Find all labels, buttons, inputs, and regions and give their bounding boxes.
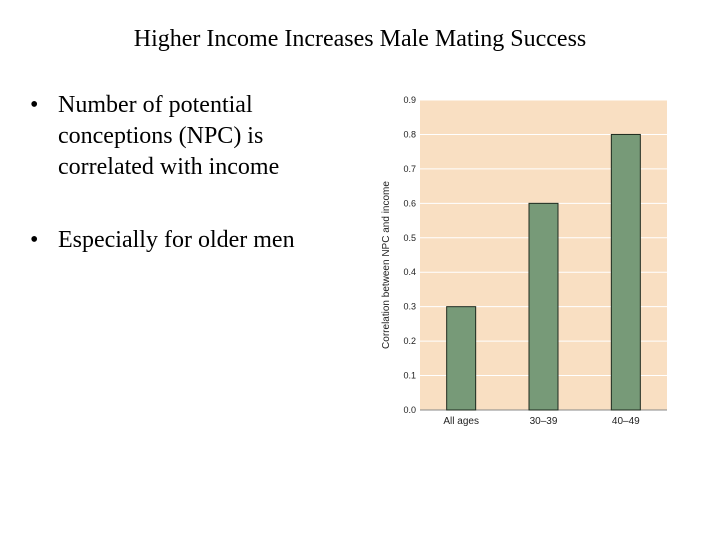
x-tick-label: 40–49 (612, 416, 640, 427)
y-tick-label: 0.2 (403, 336, 416, 346)
bullet-text: Number of potential conceptions (NPC) is… (58, 92, 280, 180)
y-tick-label: 0.6 (403, 198, 416, 208)
bar (610, 133, 641, 411)
bar-chart: 0.0 0.1 0.2 0.3 0.4 0.5 0.6 0.7 0.8 0.9 All ages 30… (381, 95, 667, 427)
y-tick-label: 0.1 (403, 371, 416, 381)
bullet-item: • Number of potential conceptions (NPC) … (30, 90, 360, 183)
y-tick-label: 0.4 (403, 267, 416, 277)
y-tick-label: 0.8 (403, 129, 416, 139)
bar (446, 306, 477, 411)
slide-title: Higher Income Increases Male Mating Succ… (133, 26, 587, 52)
bar (528, 202, 559, 411)
y-tick-label: 0.7 (403, 164, 416, 174)
bullet-item: • Especially for older men (30, 225, 360, 256)
bullet-list: • Number of potential conceptions (NPC) … (30, 90, 360, 298)
y-tick-label: 0.9 (403, 95, 416, 105)
y-tick-label: 0.0 (403, 405, 416, 415)
bullet-dot: • (30, 92, 39, 118)
x-tick-label: All ages (443, 416, 479, 427)
y-tick-label: 0.5 (403, 233, 416, 243)
y-axis-label: Correlation between NPC and income (381, 181, 392, 349)
y-tick-label: 0.3 (403, 302, 416, 312)
bullet-text: Especially for older men (58, 227, 295, 253)
bullet-dot: • (30, 227, 39, 253)
x-tick-label: 30–39 (530, 416, 558, 427)
